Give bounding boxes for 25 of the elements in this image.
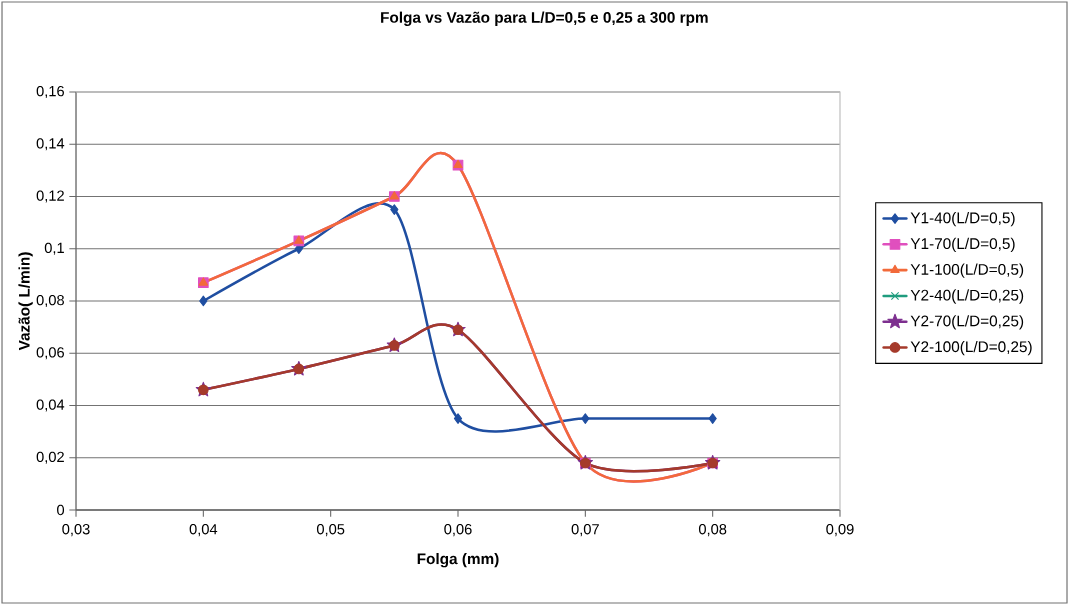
y-tick-label: 0,02 xyxy=(36,451,64,464)
y-tick-label: 0,16 xyxy=(36,85,64,99)
legend-label: Y2-40(L/D=0,25) xyxy=(910,289,1024,304)
legend-label: Y2-100(L/D=0,25) xyxy=(910,340,1032,356)
y-tick-label: 0,06 xyxy=(36,347,64,360)
y-tick-label: 0,04 xyxy=(36,399,65,412)
chart-title: Folga vs Vazão para L/D=0,5 e 0,25 a 300 rpm xyxy=(381,11,708,26)
x-tick-label: 0,07 xyxy=(571,524,599,537)
y-tick-label: 0 xyxy=(57,504,65,516)
legend-label: Y1-40(L/D=0,5) xyxy=(910,212,1015,227)
y-axis-title: Vazão( L/min) xyxy=(18,252,33,351)
x-tick-label: 0,04 xyxy=(189,524,218,537)
x-tick-label: 0,08 xyxy=(698,524,727,537)
y-tick-label: 0,12 xyxy=(36,190,64,203)
legend-label: Y1-70(L/D=0,5) xyxy=(910,237,1015,253)
legend-label: Y1-100(L/D=0,5) xyxy=(910,263,1024,278)
y-tick-label: 0,14 xyxy=(36,138,65,151)
x-tick-label: 0,05 xyxy=(316,524,345,537)
x-axis-title: Folga (mm) xyxy=(417,552,499,568)
x-tick-label: 0,06 xyxy=(444,524,472,537)
x-tick-label: 0,09 xyxy=(826,524,854,537)
y-tick-label: 0,1 xyxy=(44,242,64,255)
y-tick-label: 0,08 xyxy=(36,294,64,308)
legend-label: Y2-70(L/D=0,25) xyxy=(910,315,1024,330)
x-tick-label: 0,03 xyxy=(62,524,90,537)
